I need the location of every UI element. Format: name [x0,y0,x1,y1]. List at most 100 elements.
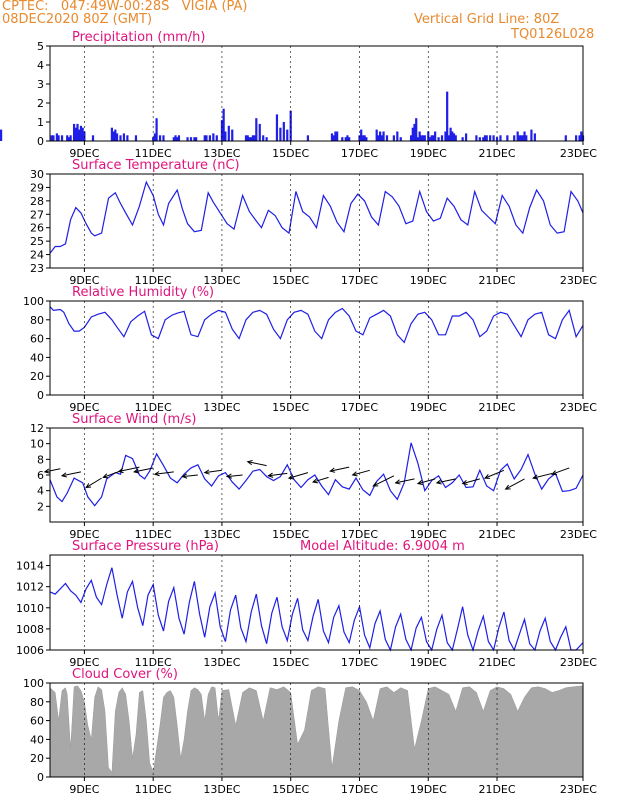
x-tick-label: 17DEC [341,274,378,287]
y-tick-label: 40 [30,351,44,364]
precip-bar [275,114,279,141]
x-tick-label: 21DEC [478,783,515,796]
wind-arrow [533,472,553,479]
y-tick-label: 1 [37,116,44,129]
precip-bar [126,135,129,141]
wind-arrow-head [85,483,92,489]
precip-bar [203,135,206,141]
wind-arrow-head [461,479,468,486]
panel-frame-temp [49,173,584,269]
precip-bar [483,135,487,141]
y-tick-label: 0 [37,135,44,148]
precip-bar [250,137,253,141]
wind-arrow-head [550,470,558,476]
precip-bar [432,135,435,141]
y-tick-label: 20 [30,370,44,383]
precip-bar [330,133,334,141]
precip-bar [115,133,119,141]
precip-bar [69,135,72,141]
wind-arrow-head [416,479,423,486]
precip-bar [215,135,218,141]
wind-arrow-head [246,459,253,466]
precip-bar [530,129,533,141]
precip-bar [153,133,156,141]
precip-bar [172,137,175,141]
panel-title-temp: Surface Temperature (nC) [72,158,240,173]
wind-arrow [373,475,395,487]
y-tick-label: 60 [30,715,44,728]
precip-bar [564,135,567,141]
x-tick-label: 15DEC [272,528,309,541]
precip-bar [289,110,292,141]
precip-bar [485,135,488,141]
wind-arrow-head [267,472,274,478]
precip-bar [119,135,122,141]
precip-bar [416,137,420,141]
precip-bar [525,135,528,141]
precip-bar [176,137,179,141]
precip-bar [428,137,432,141]
precip-bar [375,129,378,141]
precip-bar [336,131,339,141]
precip-bar [205,135,208,141]
precip-bar [418,131,421,141]
y-tick-label: 27 [30,208,44,221]
y-tick-label: 6 [37,469,44,482]
y-tick-label: 24 [30,249,44,262]
precip-bar [306,135,310,141]
x-tick-label: 21DEC [478,656,515,669]
x-tick-label: 11DEC [135,656,172,669]
y-tick-label: 2 [37,97,44,110]
precip-bar [422,135,425,141]
x-tick-label: 19DEC [410,274,447,287]
wind-arrow-head [311,478,319,484]
precip-bar [212,133,215,141]
precip-bar [258,123,261,141]
precip-bar [520,135,523,141]
y-tick-label: 5 [37,40,44,53]
x-tick-label: 13DEC [203,783,240,796]
y-tick-label: 28 [30,195,44,208]
y-tick-label: 20 [30,752,44,765]
precip-bar [208,135,211,141]
precip-bar [492,135,495,141]
precip-bar [60,135,64,141]
precip-bar [265,137,268,141]
wind-arrow [44,468,61,473]
precip-bar [174,135,177,141]
y-tick-label: 23 [30,262,44,275]
y-tick-label: 2 [37,500,44,513]
precip-bar [495,137,499,141]
panel-title-rh: Relative Humidity (%) [72,285,214,300]
x-tick-label: 9DEC [69,147,99,160]
x-tick-label: 13DEC [203,528,240,541]
precip-bar [57,135,60,141]
wind-arrow [551,467,570,475]
panel-title-precip: Precipitation (mm/h) [72,30,205,45]
y-tick-label: 12 [30,422,44,435]
x-tick-label: 15DEC [272,656,309,669]
precip-bar [360,129,363,141]
precip-bar [81,127,84,141]
x-tick-label: 17DEC [341,147,378,160]
precip-bar [516,131,519,141]
x-tick-label: 23DEC [560,147,597,160]
precip-bar [112,131,115,141]
x-tick-label: 21DEC [478,401,515,414]
x-tick-label: 11DEC [135,147,172,160]
x-tick-label: 15DEC [272,274,309,287]
x-tick-label: 23DEC [560,274,597,287]
y-tick-label: 4 [37,59,44,72]
x-tick-label: 23DEC [560,528,597,541]
x-tick-label: 19DEC [410,147,447,160]
wind-arrow-head [203,469,210,475]
x-tick-label: 9DEC [69,274,99,287]
y-tick-label: 100 [23,295,44,308]
pres-line [49,567,584,653]
precip-bar [523,131,526,141]
wind-arrow [118,466,140,472]
precip-bar [0,129,3,141]
wind-arrow-head [329,467,336,473]
precip-bar [186,137,189,141]
